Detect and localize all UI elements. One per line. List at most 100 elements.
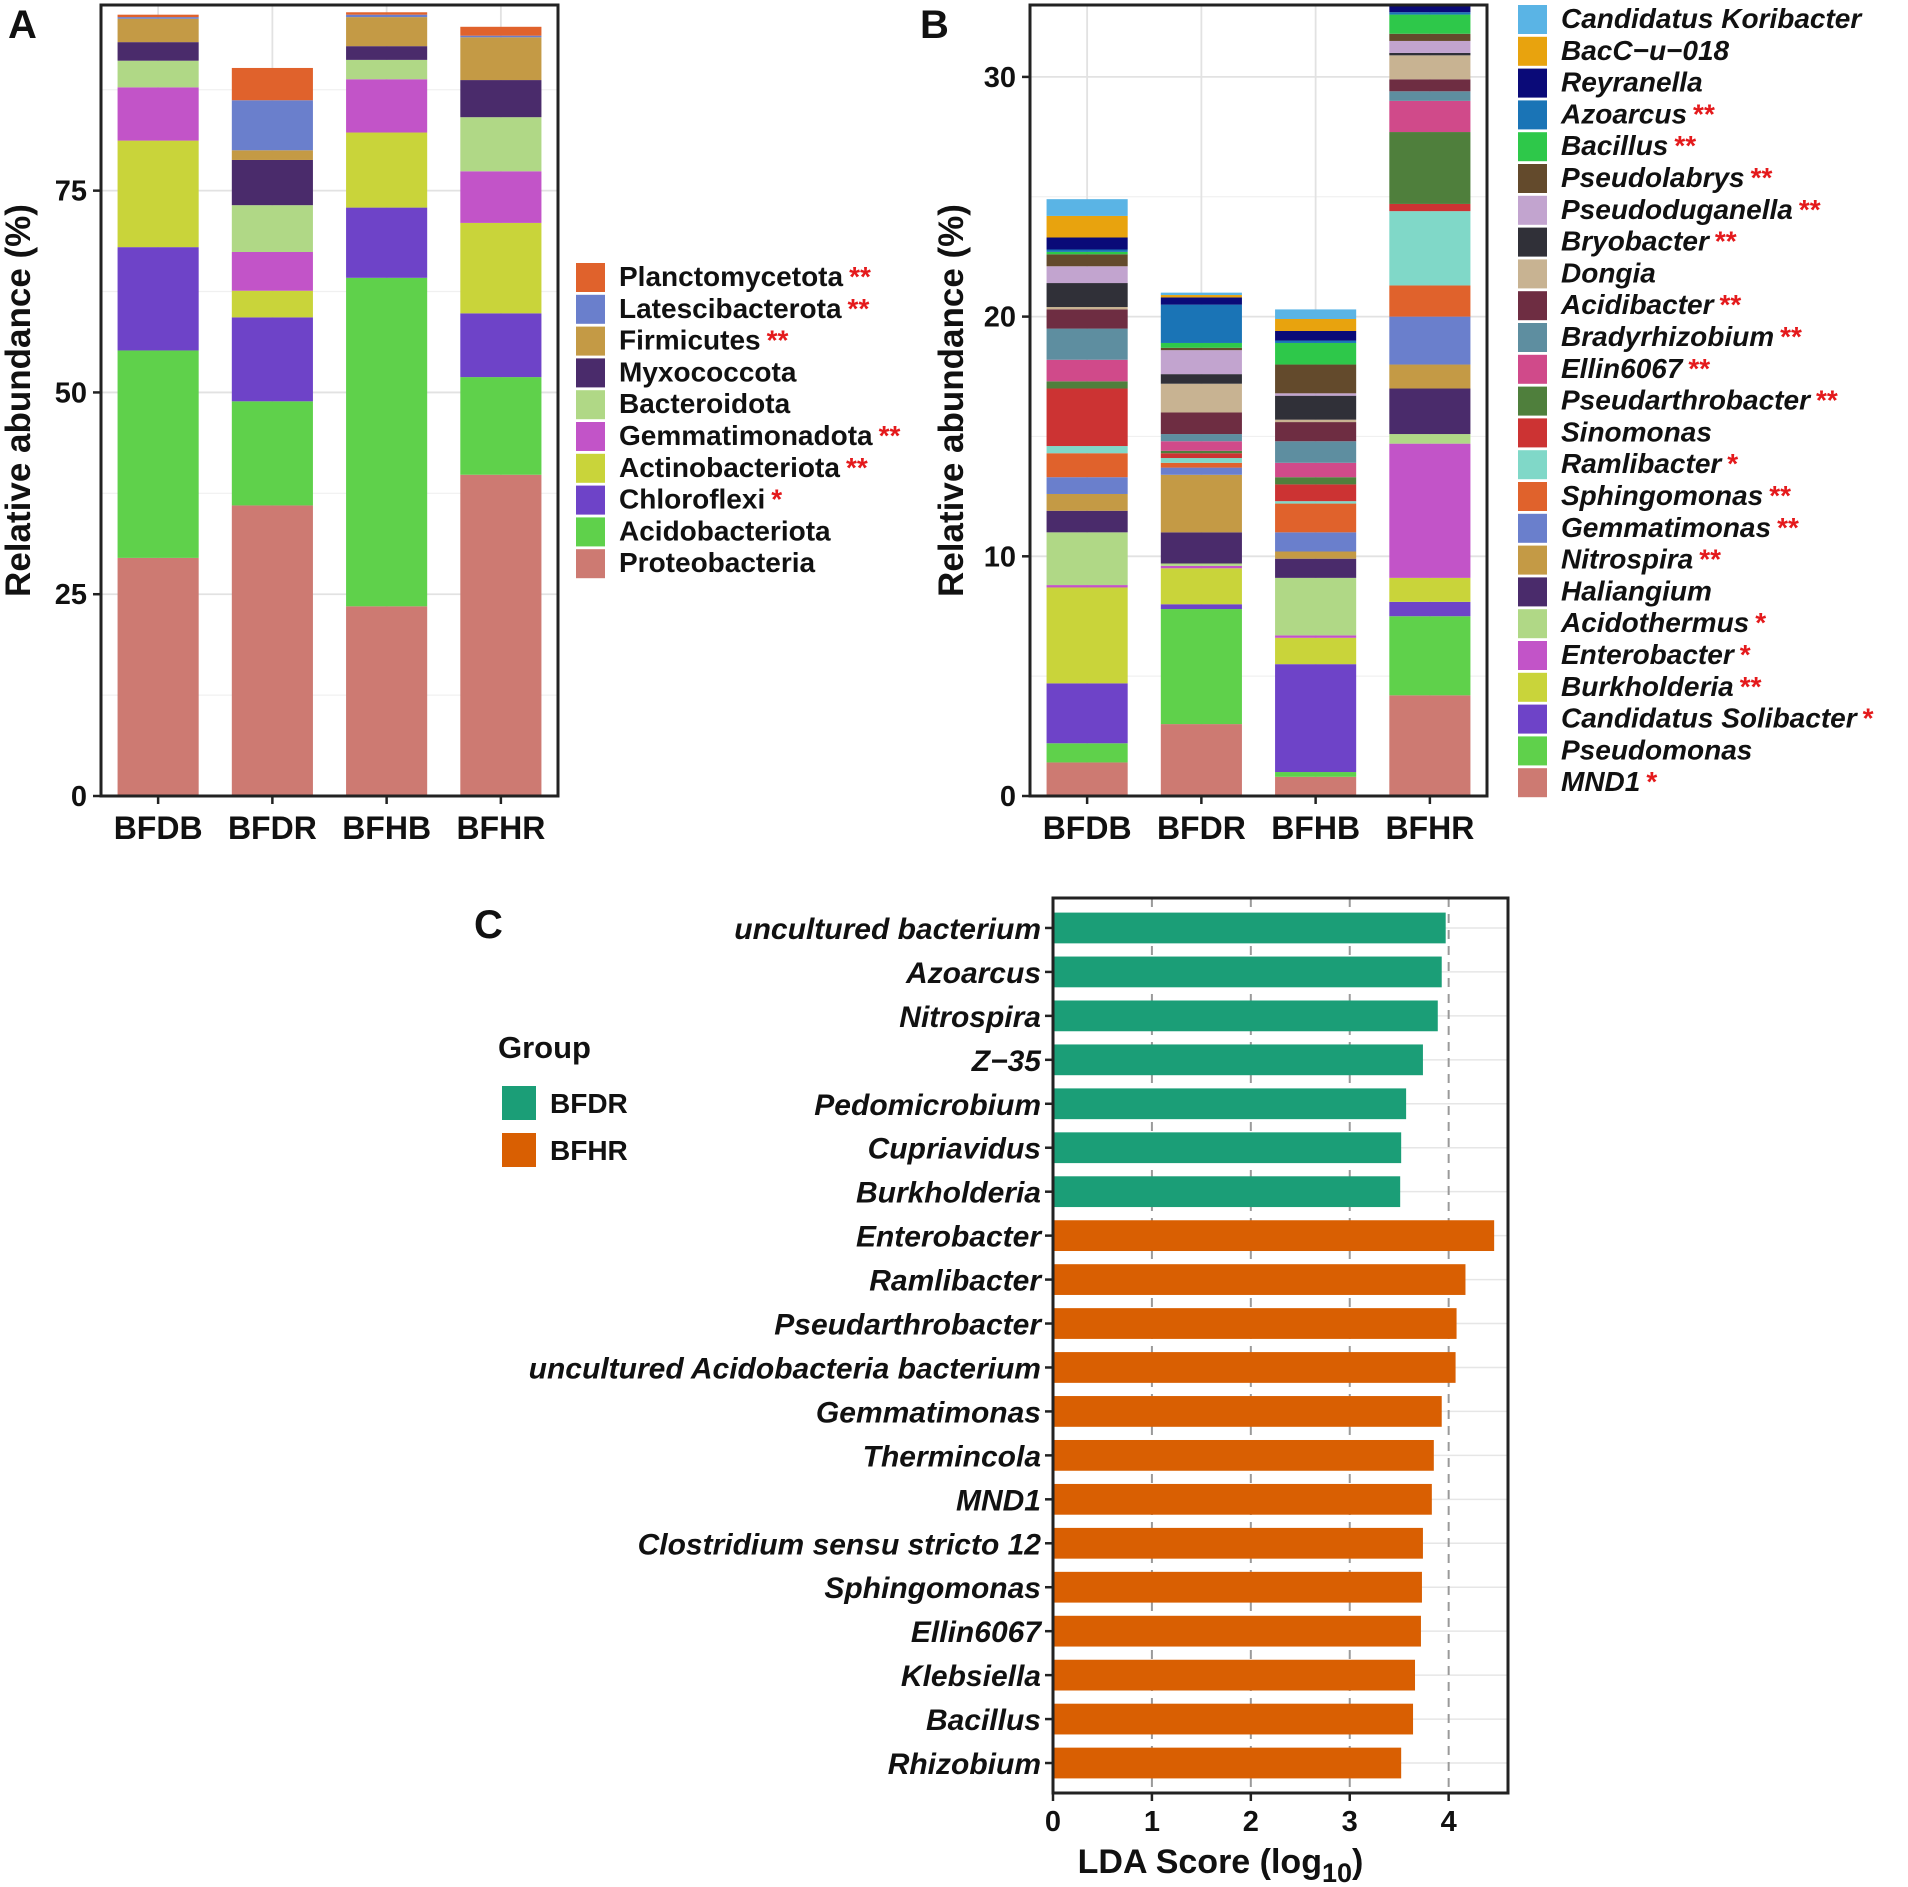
c-y-tick-label-bacillus: Bacillus: [926, 1704, 1041, 1737]
b-bar-bfhb-pseudomonas: [1275, 772, 1357, 777]
b-plot-border: [1028, 3, 1489, 798]
a-legend-label-latescibacterota: Latescibacterota **: [619, 293, 869, 324]
b-significance-mark: *: [1740, 639, 1751, 670]
b-significance-mark: *: [1727, 448, 1738, 479]
c-bar-klebsiella: [1053, 1659, 1416, 1691]
c-bar-burkholderia: [1053, 1176, 1401, 1208]
b-legend-label-pseudolabrys: Pseudolabrys **: [1561, 162, 1773, 193]
a-y-tick-label: 25: [55, 579, 87, 611]
b-bar-bfhr-acidibacter: [1389, 79, 1471, 92]
b-significance-mark: **: [1715, 226, 1737, 257]
b-legend-swatch-azoarcus: [1518, 100, 1547, 130]
c-y-tick-label-nitrospira: Nitrospira: [899, 1001, 1041, 1034]
a-bar-bfhr-proteobacteria: [460, 474, 542, 796]
b-legend-swatch-mnd1: [1518, 768, 1547, 798]
a-legend-label-proteobacteria: Proteobacteria: [619, 547, 815, 578]
b-legend-swatch-pseudoduganella: [1518, 195, 1547, 225]
b-legend-label-sinomonas: Sinomonas: [1561, 416, 1712, 447]
a-bar-bfhr-firmicutes: [460, 37, 542, 81]
b-bar-bfhr-sphingomonas: [1389, 285, 1471, 317]
c-x-tick-label: 4: [1441, 1806, 1457, 1838]
c-bar-gemmatimonas: [1053, 1396, 1442, 1427]
b-bar-bfdb-candidatus-solibacter: [1046, 683, 1128, 744]
b-bar-bfhr-sinomonas: [1389, 203, 1471, 212]
c-y-tick-label-burkholderia: Burkholderia: [856, 1177, 1041, 1210]
b-bar-bfhr-azoarcus: [1389, 12, 1471, 15]
b-bar-bfdr-bacc-u-018: [1160, 295, 1242, 298]
c-legend-label-bfhr: BFHR: [550, 1135, 628, 1166]
a-bar-bfhr-bacteroidota: [460, 117, 542, 172]
a-y-tick-label: 75: [55, 176, 87, 208]
c-y-tick-label-uncultured-bacterium: uncultured bacterium: [734, 913, 1041, 946]
b-bar-bfdb-burkholderia: [1046, 587, 1128, 684]
b-bar-bfdb-nitrospira: [1046, 493, 1128, 511]
b-bar-bfdb-ramlibacter: [1046, 446, 1128, 454]
b-bar-bfdr-mnd1: [1160, 724, 1242, 796]
c-legend-swatch-bfdr: [502, 1086, 536, 1120]
b-y-tick-label: 30: [984, 62, 1016, 94]
b-bar-bfhb-gemmatimonas: [1275, 532, 1357, 552]
c-x-tick-label: 0: [1045, 1806, 1061, 1838]
b-bar-bfdr-pseudomonas: [1160, 609, 1242, 725]
b-bar-bfhb-bryobacter: [1275, 395, 1357, 420]
a-bar-bfdr-bacteroidota: [231, 205, 313, 252]
b-bar-bfdb-pseudoduganella: [1046, 266, 1128, 284]
b-legend-swatch-bacillus: [1518, 132, 1547, 162]
a-legend-label-gemmatimonadota: Gemmatimonadota **: [619, 420, 901, 451]
c-bar-pedomicrobium: [1053, 1088, 1407, 1120]
b-legend-swatch-bradyrhizobium: [1518, 323, 1547, 352]
b-legend-label-candidatus-koribacter: Candidatus Koribacter: [1561, 3, 1863, 34]
b-bar-bfhb-acidibacter: [1275, 422, 1357, 442]
b-legend-swatch-reyranella: [1518, 68, 1547, 98]
a-bar-bfhr-planctomycetota: [460, 26, 542, 36]
c-y-tick-label-ramlibacter: Ramlibacter: [869, 1265, 1043, 1298]
b-bar-bfhb-dongia: [1275, 419, 1357, 423]
b-significance-mark: **: [1777, 512, 1799, 543]
b-bar-bfdb-gemmatimonas: [1046, 477, 1128, 494]
b-y-tick-label: 0: [1000, 781, 1016, 813]
b-bar-bfhr-pseudomonas: [1389, 616, 1471, 696]
b-bar-bfhr-haliangium: [1389, 388, 1471, 435]
c-legend-title: Group: [498, 1030, 591, 1065]
c-bar-ellin6067: [1053, 1615, 1421, 1647]
b-bar-bfhr-mnd1: [1389, 695, 1471, 796]
b-x-tick-label: BFDR: [1157, 810, 1246, 846]
b-bar-bfhb-haliangium: [1275, 558, 1357, 578]
a-y-tick-label: 50: [55, 377, 87, 409]
b-bar-bfdb-azoarcus: [1046, 249, 1128, 252]
a-bar-bfdr-chloroflexi: [231, 317, 313, 402]
b-legend-swatch-ramlibacter: [1518, 450, 1547, 480]
a-significance-mark: **: [849, 261, 871, 292]
c-bar-bacillus: [1053, 1703, 1414, 1735]
b-bar-bfhb-candidatus-solibacter: [1275, 664, 1357, 773]
b-bar-bfdr-reyranella: [1160, 297, 1242, 305]
c-y-tick-label-z-35: Z−35: [971, 1045, 1043, 1078]
b-bar-bfhb-nitrospira: [1275, 551, 1357, 559]
b-bar-bfhr-burkholderia: [1389, 577, 1471, 602]
c-bar-uncultured-acidobacteria-bacterium: [1053, 1352, 1456, 1383]
b-bar-bfdr-dongia: [1160, 383, 1242, 413]
a-legend-label-acidobacteriota: Acidobacteriota: [619, 515, 831, 546]
b-legend-swatch-haliangium: [1518, 577, 1547, 607]
c-y-tick-label-gemmatimonas: Gemmatimonas: [816, 1396, 1041, 1429]
b-bar-bfhr-bryobacter: [1389, 52, 1471, 56]
b-bar-bfdr-bryobacter: [1160, 374, 1242, 384]
b-legend-swatch-pseudomonas: [1518, 736, 1547, 766]
b-bar-bfdr-azoarcus: [1160, 304, 1242, 343]
a-y-tick-label: 0: [71, 781, 87, 813]
c-plot-background: [1053, 898, 1508, 1793]
a-legend-label-chloroflexi: Chloroflexi *: [619, 484, 782, 515]
c-x-tick-label: 2: [1243, 1806, 1259, 1838]
b-significance-mark: **: [1674, 130, 1696, 161]
a-bar-bfdb-firmicutes: [117, 18, 199, 43]
b-legend-label-ellin6067: Ellin6067 **: [1561, 353, 1710, 384]
a-bar-bfhr-chloroflexi: [460, 313, 542, 378]
c-bar-sphingomonas: [1053, 1571, 1422, 1603]
b-bar-bfhb-sinomonas: [1275, 484, 1357, 502]
c-y-tick-label-enterobacter: Enterobacter: [856, 1221, 1043, 1254]
b-legend-label-pseudoduganella: Pseudoduganella **: [1561, 194, 1821, 225]
b-legend-label-burkholderia: Burkholderia **: [1561, 671, 1762, 702]
c-x-axis-title-subscript: 10: [1322, 1858, 1352, 1887]
b-bar-bfhb-acidothermus: [1275, 577, 1357, 636]
a-bar-bfhb-firmicutes: [346, 17, 428, 47]
